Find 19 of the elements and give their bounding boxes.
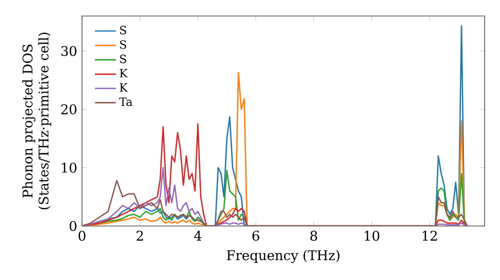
legend-label: K — [120, 69, 128, 78]
y-tick-label: 20 — [61, 104, 76, 114]
y-tick-label: 30 — [61, 46, 76, 56]
x-tick-label: 2 — [136, 230, 143, 241]
x-tick-label: 6 — [252, 230, 260, 241]
y-tick-label: 0 — [70, 220, 76, 232]
legend-label: S — [120, 40, 126, 49]
x-tick-label: 10 — [364, 230, 380, 241]
x-tick-label: 12 — [422, 230, 437, 241]
y-tick-label: 10 — [62, 162, 76, 173]
legend-label: S — [120, 54, 126, 64]
legend-label: S — [120, 26, 126, 34]
x-tick-label: 8 — [310, 230, 318, 241]
y-axis-title: Phonon projected DOS (States/THz·primitive cell) — [22, 32, 52, 210]
x-tick-label: 4 — [194, 230, 202, 241]
x-tick-label: 0 — [78, 230, 86, 241]
legend-label: Ta — [119, 98, 132, 106]
x-axis-title: Frequency (THz) — [226, 250, 340, 264]
legend-label: K — [120, 83, 128, 92]
